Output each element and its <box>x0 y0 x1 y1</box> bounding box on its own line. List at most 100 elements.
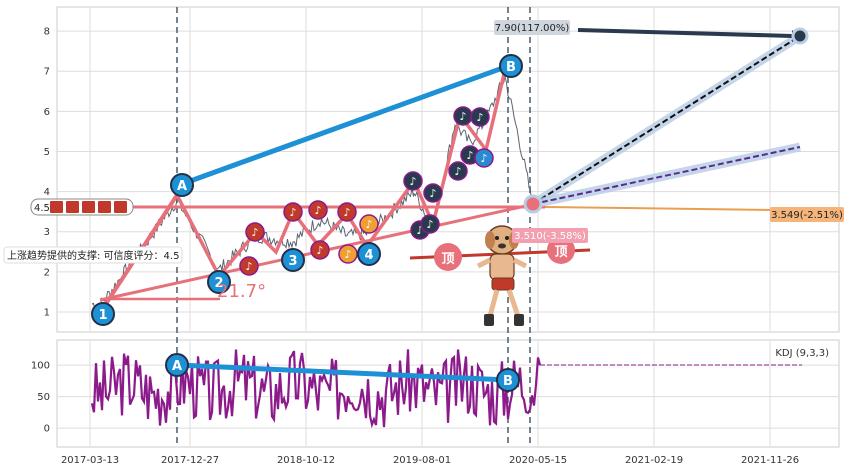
indicator-trend-ab <box>177 362 509 383</box>
indicator-y-tick-label: 0 <box>44 424 50 435</box>
price-y-tick-label: 3 <box>44 227 50 238</box>
rating-box-icon <box>114 201 127 213</box>
wave-point-circle <box>207 270 231 294</box>
price-y-tick-label: 2 <box>44 267 50 278</box>
wave-point-circle <box>91 302 115 326</box>
wave-point-circle <box>357 242 381 266</box>
price-y-tick-label: 7 <box>44 67 50 78</box>
x-tick-label: 2021-02-19 <box>625 455 683 466</box>
x-tick-label: 2017-03-13 <box>61 455 119 466</box>
signal-note-icon: ♪ <box>480 152 487 165</box>
x-tick-label: 2019-08-01 <box>393 455 451 466</box>
price-y-tick-label: 5 <box>44 147 50 158</box>
support-note: 上涨趋势提供的支撑: 可信度评分：4.5 <box>7 249 179 262</box>
target-label: 7.90(117.00%) <box>495 23 570 34</box>
price-y-tick-label: 8 <box>44 27 50 38</box>
signal-marker <box>448 161 468 181</box>
wave-point-label: A <box>177 179 187 194</box>
signal-note-icon: ♪ <box>365 218 372 231</box>
target-arrow <box>577 28 793 38</box>
top-marker-1-circle <box>434 243 462 271</box>
wave-point-label: 1 <box>98 308 107 323</box>
signal-markers: ♪♪♪ ♪♪♪♪♪♪♪♪ ♪♪♪♪♪♪ <box>239 106 494 276</box>
signal-note-icon: ♪ <box>251 226 258 239</box>
signal-note-icon: ♪ <box>454 165 461 178</box>
wave-point-circle <box>281 248 305 272</box>
signal-note-icon: ♪ <box>316 244 323 257</box>
current-point <box>523 194 543 214</box>
top-marker-2: 顶 <box>554 245 567 260</box>
current-label-box <box>770 207 844 222</box>
signal-marker <box>310 240 330 260</box>
signal-marker <box>283 202 303 222</box>
target-label-box <box>494 20 570 35</box>
level-rating-icons <box>50 201 127 213</box>
indicator-y-tick-label: 100 <box>31 361 50 372</box>
indicator-point-label: A <box>172 359 182 374</box>
kdj-line <box>90 349 542 429</box>
indicator-point-label: B <box>503 374 513 389</box>
price-y-tick-label: 4 <box>44 187 50 198</box>
signal-note-icon: ♪ <box>289 206 296 219</box>
grid-lines <box>57 7 839 447</box>
signal-marker <box>245 222 265 242</box>
x-tick-label: 2021-11-26 <box>741 455 799 466</box>
signal-marker <box>423 183 443 203</box>
signal-marker <box>308 200 328 220</box>
price-y-tick-label: 1 <box>44 307 50 318</box>
signal-note-icon: ♪ <box>416 224 423 237</box>
projection-line-lower <box>532 146 801 205</box>
target-point <box>791 27 809 45</box>
angle-label: 21.7° <box>217 281 266 302</box>
rating-box-icon <box>50 201 63 213</box>
indicator-y-tick-label: 50 <box>37 392 50 403</box>
signal-marker <box>337 202 357 222</box>
wave-point-label: 4 <box>364 248 373 263</box>
signal-note-icon: ♪ <box>343 206 350 219</box>
wave-zigzag <box>98 69 507 314</box>
indicator-title: KDJ (9,3,3) <box>775 348 829 359</box>
rating-box-icon <box>66 201 79 213</box>
x-tick-label: 2017-12-27 <box>161 455 219 466</box>
signal-note-icon: ♪ <box>409 175 416 188</box>
support-label-box <box>512 228 588 243</box>
signal-marker <box>420 214 440 234</box>
indicator-point-circle <box>165 353 189 377</box>
signal-note-icon: ♪ <box>426 218 433 231</box>
indicator-y-axis: 0 50 100 <box>31 361 50 435</box>
x-tick-label: 2018-10-12 <box>277 455 335 466</box>
wave-point-labels: 1 A 2 3 4 B <box>91 54 523 326</box>
level-label: 4.5 <box>34 203 50 214</box>
wave-point-circle <box>499 54 523 78</box>
wave-point-label: 2 <box>214 276 223 291</box>
signal-marker <box>474 148 494 168</box>
signal-note-icon: ♪ <box>314 204 321 217</box>
wave-point-circle <box>170 173 194 197</box>
x-axis: 2017-03-13 2017-12-27 2018-10-12 2019-08-01… <box>61 455 799 466</box>
signal-marker <box>403 171 423 191</box>
wave-point-label: B <box>506 60 516 75</box>
signal-note-icon: ♪ <box>459 110 466 123</box>
projection-line-upper <box>532 35 801 205</box>
support-label: 3.510(-3.58%) <box>514 231 586 242</box>
signal-marker <box>470 107 490 127</box>
current-level-line <box>544 206 776 211</box>
top-marker-1: 顶 <box>441 252 454 267</box>
signal-note-icon: ♪ <box>466 149 473 162</box>
signal-note-icon: ♪ <box>245 260 252 273</box>
price-y-tick-label: 6 <box>44 107 50 118</box>
rating-box-icon <box>98 201 111 213</box>
signal-note-icon: ♪ <box>476 111 483 124</box>
signal-note-icon: ♪ <box>344 248 351 261</box>
x-tick-label: 2020-05-15 <box>509 455 567 466</box>
indicator-wave-labels: AB <box>165 353 520 392</box>
signal-note-icon: ♪ <box>429 187 436 200</box>
trend-line-ab <box>181 62 512 187</box>
wave-point-label: 3 <box>288 254 297 269</box>
current-label: 3.549(-2.51%) <box>771 210 843 221</box>
rating-box-icon <box>82 201 95 213</box>
signal-marker <box>239 256 259 276</box>
signal-marker <box>359 214 379 234</box>
indicator-point-circle <box>496 368 520 392</box>
